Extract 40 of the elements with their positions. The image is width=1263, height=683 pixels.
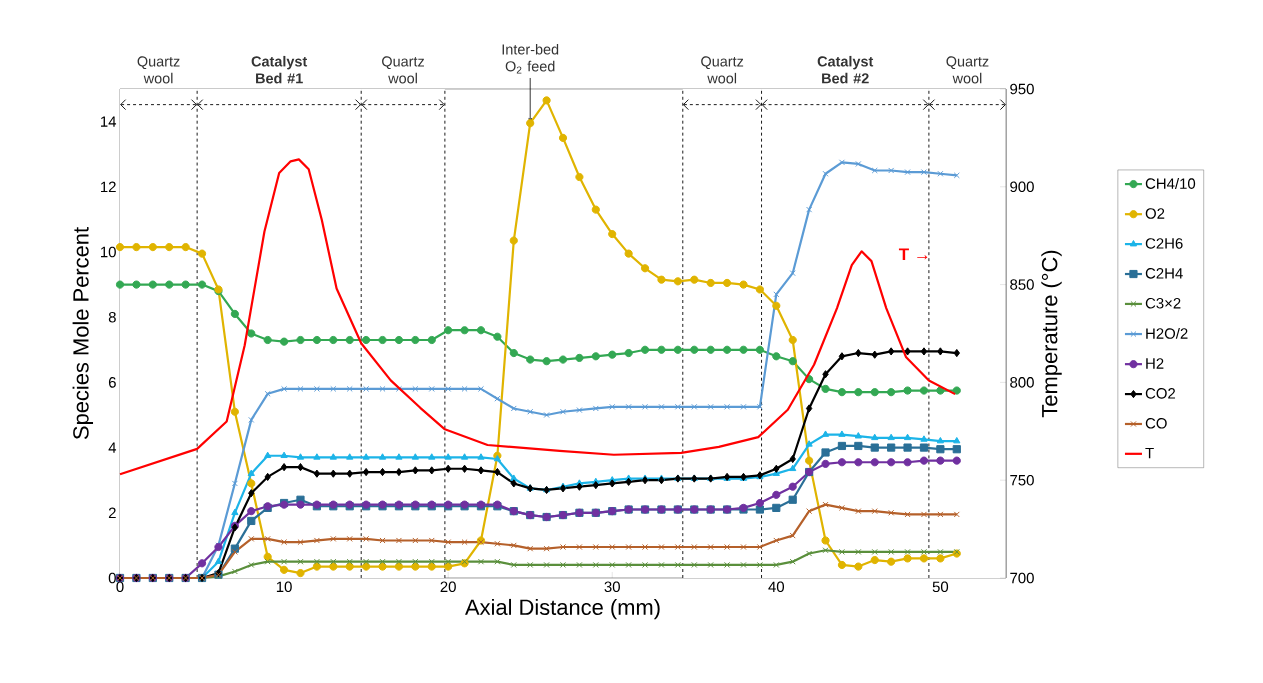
y2-tick-label: 800	[1010, 377, 1034, 388]
band-label: Quartz wool	[382, 56, 424, 84]
y-tick-label: 14	[101, 116, 117, 127]
y-tick-label: 12	[101, 181, 116, 192]
y2-tick-label: 700	[1010, 572, 1034, 584]
y-tick-label: 8	[108, 311, 116, 323]
band-label: Quartz wool	[137, 56, 180, 84]
y2-tick-label: 750	[1010, 474, 1034, 486]
x-tick-label: 20	[440, 581, 456, 593]
legend-label: C2H6	[1145, 238, 1183, 249]
legend-label: T	[1145, 447, 1154, 459]
legend-label: C3×2	[1145, 297, 1181, 309]
y-tick-label: 6	[108, 377, 116, 388]
x-tick-label: 40	[768, 581, 785, 593]
legend-label: O2	[1145, 208, 1165, 219]
y-tick-label: 10	[101, 246, 116, 258]
legend-label: H2O/2	[1146, 327, 1188, 339]
band-label: Catalyst Bed #1	[251, 55, 308, 84]
annotation: T →	[898, 248, 928, 261]
band-label: Catalyst Bed #2	[817, 55, 874, 84]
y2-axis-title: Temperature (°C)	[1041, 250, 1062, 418]
y2-tick-label: 850	[1010, 279, 1034, 290]
legend-label: C2H4	[1145, 268, 1183, 279]
legend-label: CO	[1145, 418, 1167, 429]
y2-tick-label: 900	[1010, 181, 1034, 193]
x-tick-label: 50	[932, 581, 949, 593]
band-label: Quartz wool	[701, 56, 744, 84]
y2-tick-label: 950	[1010, 83, 1034, 95]
annotation: Inter-bed O$_{2}$ feed	[502, 43, 559, 74]
x-tick-label: 10	[276, 581, 292, 593]
legend-label: CH4/10	[1145, 177, 1196, 189]
legend-label: CO2	[1145, 388, 1176, 399]
x-axis-title: Axial Distance (mm)	[465, 598, 660, 620]
y-axis-title: Species Mole Percent	[72, 227, 94, 440]
y-tick-label: 2	[108, 507, 116, 518]
x-tick-label: 30	[604, 581, 620, 593]
legend-label: H2	[1146, 358, 1164, 369]
y-tick-label: 4	[108, 442, 117, 453]
band-label: Quartz wool	[946, 56, 989, 84]
y-tick-label: 0	[108, 572, 116, 584]
